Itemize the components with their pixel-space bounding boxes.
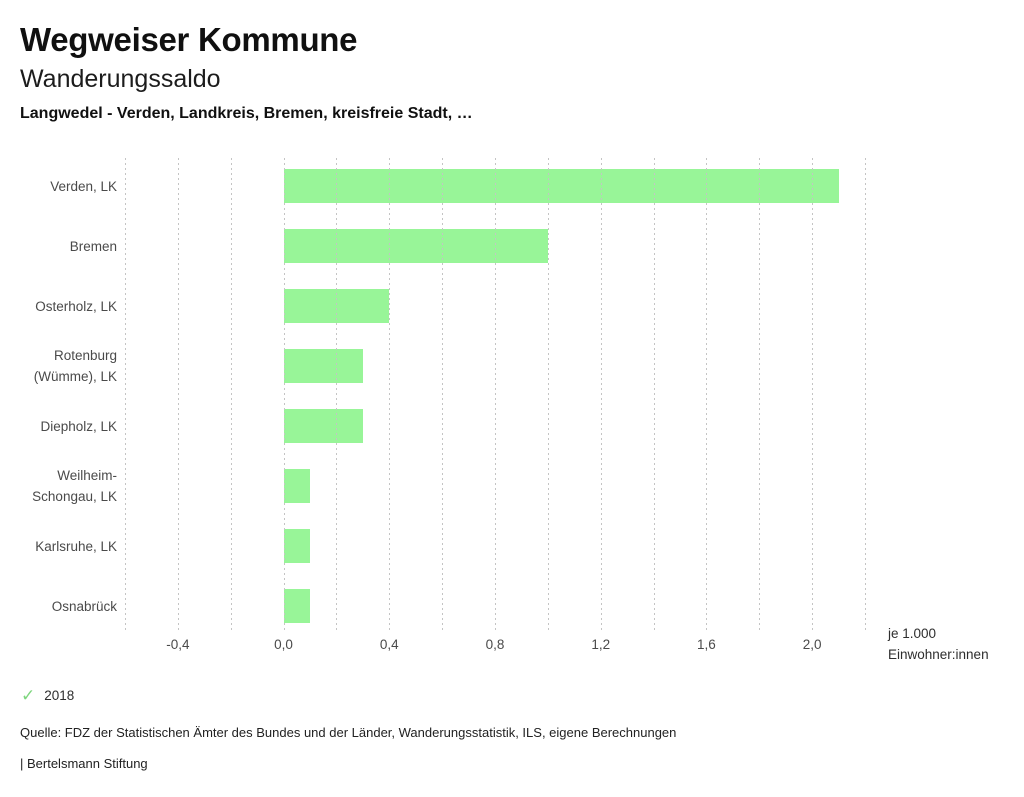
bar — [283, 169, 839, 203]
x-tick-label: 0,4 — [379, 637, 399, 652]
gridline — [177, 158, 179, 630]
attribution-text: | Bertelsmann Stiftung — [20, 756, 148, 771]
gridline — [283, 158, 285, 630]
gridline — [759, 158, 761, 630]
bar-row — [125, 156, 865, 216]
gridline — [600, 158, 602, 630]
check-icon: ✓ — [21, 686, 36, 705]
category-label: Diepholz, LK — [40, 418, 117, 434]
bar-row — [125, 396, 865, 456]
legend-label: 2018 — [44, 688, 75, 703]
category-label: Bremen — [69, 238, 117, 254]
x-tick-label: -0,4 — [166, 637, 190, 652]
gridline — [865, 158, 866, 630]
bar — [283, 349, 363, 383]
x-axis-ticks: -0,4 0,0 0,4 0,8 1,2 1,6 2,0 — [125, 637, 865, 655]
bar — [283, 229, 548, 263]
gridline — [336, 158, 338, 630]
chart-region-subtitle: Langwedel - Verden, Landkreis, Bremen, k… — [20, 105, 473, 122]
bar-row — [125, 216, 865, 276]
gridline — [230, 158, 232, 630]
x-tick-label: 0,0 — [274, 637, 293, 652]
bar-row — [125, 336, 865, 396]
bar — [283, 469, 310, 503]
chart-title: Wanderungssaldo — [20, 65, 221, 93]
gridline — [442, 158, 444, 630]
bar-row — [125, 276, 865, 336]
category-label: Osterholz, LK — [35, 298, 117, 314]
gridline — [495, 158, 496, 630]
gridline — [547, 158, 549, 630]
bar-row — [125, 456, 865, 516]
bar — [283, 409, 363, 443]
x-axis-unit-label: je 1.000 Einwohner:innen — [888, 623, 989, 665]
x-axis-unit-line-2: Einwohner:innen — [888, 647, 989, 662]
x-tick-label: 1,6 — [697, 637, 716, 652]
x-tick-label: 0,8 — [485, 637, 505, 652]
x-tick-label: 1,2 — [591, 637, 611, 652]
bar-row — [125, 576, 865, 636]
y-axis-labels: Verden, LK Bremen Osterholz, LK Rotenburg (… — [14, 156, 117, 636]
gridline — [812, 158, 814, 630]
page-title: Wegweiser Kommune — [20, 21, 358, 58]
category-label: Karlsruhe, LK — [35, 538, 117, 554]
bar — [283, 529, 310, 563]
legend: ✓ 2018 — [21, 687, 74, 704]
source-text: Quelle: FDZ der Statistischen Ämter des … — [20, 725, 677, 740]
category-label: Rotenburg (Wümme), LK — [33, 348, 117, 384]
gridline — [706, 158, 708, 630]
bar — [283, 589, 310, 623]
bar-row — [125, 516, 865, 576]
category-label: Verden, LK — [50, 178, 117, 194]
gridline — [653, 158, 655, 630]
category-label: Weilheim- Schongau, LK — [32, 468, 117, 504]
bar — [283, 289, 390, 323]
x-axis-unit-line-1: je 1.000 — [888, 626, 937, 641]
bar-rows — [125, 156, 865, 636]
plot-area — [125, 156, 866, 636]
gridline — [125, 158, 126, 630]
gridline — [389, 158, 391, 630]
category-label: Osnabrück — [51, 598, 117, 614]
x-tick-label: 2,0 — [802, 637, 822, 652]
